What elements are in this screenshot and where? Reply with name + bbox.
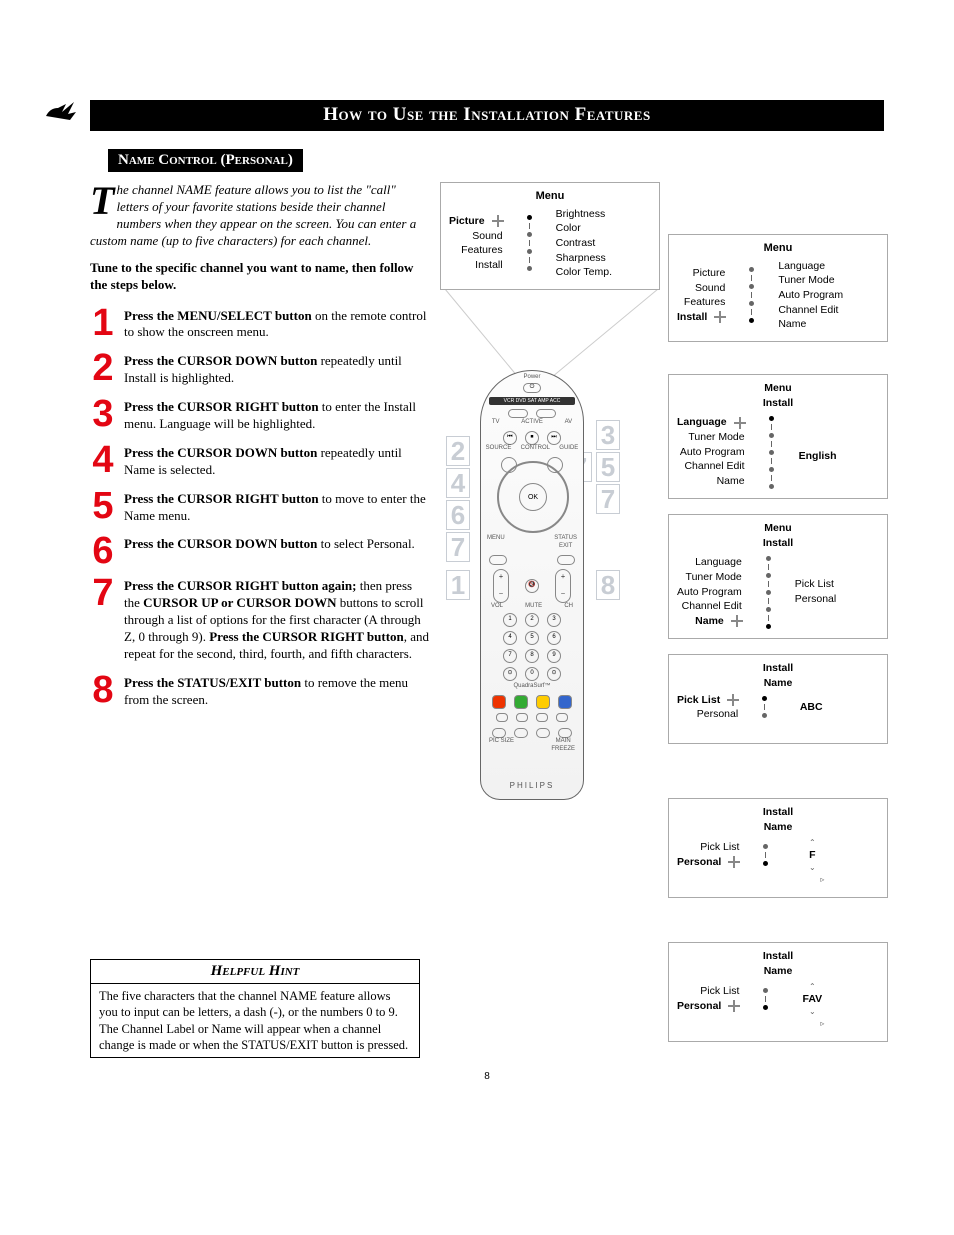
step-item: 2 Press the CURSOR DOWN button repeatedl… <box>90 353 430 387</box>
callout-1: 1 <box>446 570 470 600</box>
step-item: 4 Press the CURSOR DOWN button repeatedl… <box>90 445 430 479</box>
hint-body: The five characters that the channel NAM… <box>91 984 419 1057</box>
steps-list: 1 Press the MENU/SELECT button on the re… <box>90 308 430 709</box>
callout-4: 4 <box>446 468 470 498</box>
step-item: 8 Press the STATUS/EXIT button to remove… <box>90 675 430 709</box>
onscreen-menu-box2: MenuPictureSoundFeaturesInstallLanguageT… <box>668 234 888 342</box>
step-number: 3 <box>90 399 116 429</box>
power-button-icon: ⏻ <box>523 383 541 393</box>
onscreen-menu-box7: InstallNamePick ListPersonal⌃FAV⌄▹ <box>668 942 888 1042</box>
step-text: Press the CURSOR DOWN button repeatedly … <box>124 353 430 387</box>
step-text: Press the CURSOR RIGHT button to enter t… <box>124 399 430 433</box>
step-number: 8 <box>90 675 116 705</box>
dropcap: T <box>90 182 116 216</box>
callout-3: 3 <box>596 420 620 450</box>
page-number: 8 <box>90 1070 884 1083</box>
brand-label: PHILIPS <box>481 781 583 791</box>
step-item: 7 Press the CURSOR RIGHT button again; t… <box>90 578 430 662</box>
pointer-icon <box>44 94 80 124</box>
step-item: 3 Press the CURSOR RIGHT button to enter… <box>90 399 430 433</box>
cursor-ring: OK <box>497 461 569 533</box>
callout-7: 7 <box>446 532 470 562</box>
remote-body: Power ⏻ VCR DVD SAT AMP ACC TVACTIVEAV ⏮… <box>480 370 584 800</box>
step-number: 6 <box>90 536 116 566</box>
step-number: 1 <box>90 308 116 338</box>
step-item: 6 Press the CURSOR DOWN button to select… <box>90 536 430 566</box>
mode-bar: VCR DVD SAT AMP ACC <box>489 397 575 406</box>
quadrasurf-label: QuadraSurf™ <box>481 683 583 691</box>
onscreen-menu-box3: MenuInstallLanguageTuner ModeAuto Progra… <box>668 374 888 498</box>
intro-paragraph: T he channel NAME feature allows you to … <box>90 182 430 250</box>
step-item: 1 Press the MENU/SELECT button on the re… <box>90 308 430 342</box>
diagram-column: MenuPictureSoundFeaturesInstallBrightnes… <box>440 182 884 1058</box>
step-text: Press the CURSOR RIGHT button again; the… <box>124 578 430 662</box>
helpful-hint-box: Helpful Hint The five characters that th… <box>90 959 420 1059</box>
section-title-bar: Name Control (Personal) <box>108 149 303 173</box>
step-item: 5 Press the CURSOR RIGHT button to move … <box>90 491 430 525</box>
step-text: Press the CURSOR RIGHT button to move to… <box>124 491 430 525</box>
callout-6: 6 <box>446 500 470 530</box>
callout-2: 2 <box>446 436 470 466</box>
section-title: Name Control (Personal) <box>118 152 293 168</box>
remote-diagram: 24671 35787 Power ⏻ VCR DVD SAT AMP ACC … <box>440 182 660 812</box>
step-number: 7 <box>90 578 116 608</box>
ok-button: OK <box>519 483 547 511</box>
step-text: Press the CURSOR DOWN button to select P… <box>124 536 430 553</box>
onscreen-menu-box6: InstallNamePick ListPersonal⌃F⌄▹ <box>668 798 888 898</box>
step-number: 2 <box>90 353 116 383</box>
callout-8: 8 <box>596 570 620 600</box>
tune-instruction: Tune to the specific channel you want to… <box>90 260 430 294</box>
hint-title: Helpful Hint <box>91 960 419 985</box>
step-text: Press the STATUS/EXIT button to remove t… <box>124 675 430 709</box>
onscreen-menu-box4: MenuInstallLanguageTuner ModeAuto Progra… <box>668 514 888 638</box>
power-label: Power <box>481 374 583 382</box>
step-text: Press the CURSOR DOWN button repeatedly … <box>124 445 430 479</box>
page-header-bar: How to Use the Installation Features <box>90 100 884 131</box>
step-number: 5 <box>90 491 116 521</box>
onscreen-menu-box5: InstallNamePick ListPersonalABC <box>668 654 888 744</box>
step-number: 4 <box>90 445 116 475</box>
intro-text: he channel NAME feature allows you to li… <box>90 182 416 248</box>
step-text: Press the MENU/SELECT button on the remo… <box>124 308 430 342</box>
page-header-title: How to Use the Installation Features <box>323 104 650 125</box>
callout-7: 7 <box>596 484 620 514</box>
callout-5: 5 <box>596 452 620 482</box>
